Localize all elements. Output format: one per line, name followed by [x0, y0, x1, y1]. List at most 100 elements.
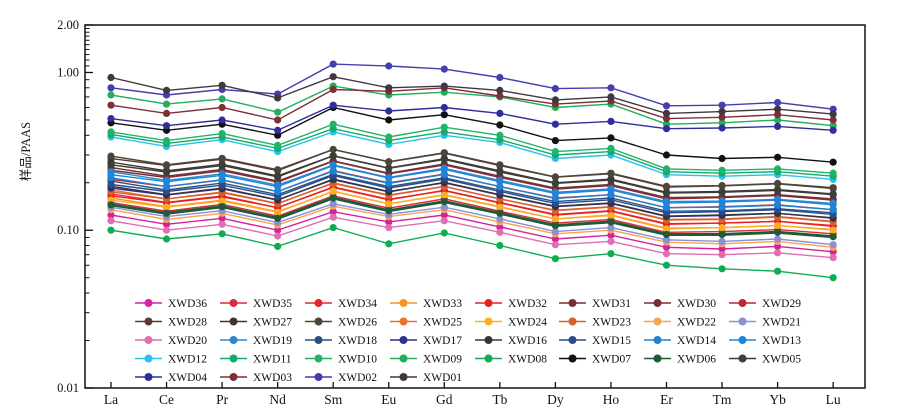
data-point: [162, 100, 171, 108]
data-point: [718, 237, 726, 245]
data-point: [774, 242, 782, 250]
data-point: [774, 98, 782, 107]
data-point: [829, 110, 837, 118]
data-point: [496, 178, 504, 186]
legend-label: XWD29: [762, 298, 801, 310]
data-point: [662, 109, 671, 117]
legend-label: XWD36: [168, 298, 207, 310]
legend-label: XWD18: [338, 335, 377, 347]
data-point: [218, 130, 226, 138]
legend-dot-swatch: [399, 336, 408, 344]
legend-label: XWD26: [338, 317, 377, 329]
legend-dot-swatch: [484, 299, 493, 307]
legend-item-XWD01: XWD01: [390, 372, 462, 384]
data-point: [274, 208, 282, 216]
series-line-XWD21: [110, 203, 834, 246]
x-tick-label: Sm: [324, 392, 343, 407]
legend-item-XWD07: XWD07: [559, 354, 631, 366]
series-line-XWD18: [110, 173, 834, 214]
data-point: [829, 191, 837, 199]
data-point: [274, 214, 282, 222]
data-point: [329, 152, 337, 160]
data-point: [607, 176, 615, 184]
data-point: [496, 168, 504, 176]
data-point: [385, 200, 393, 208]
legend-label: XWD03: [253, 372, 292, 384]
series-line-XWD31: [110, 160, 834, 200]
data-point: [551, 241, 560, 249]
legend-item-XWD02: XWD02: [305, 372, 377, 384]
legend-dot-swatch: [314, 317, 323, 326]
data-point: [551, 85, 560, 93]
data-point: [662, 230, 671, 239]
y-axis: 2.00 1.00 0.10 0.01 样品/PAAS: [18, 18, 93, 395]
data-point: [718, 203, 726, 211]
data-point: [718, 230, 726, 239]
data-point: [662, 250, 671, 258]
data-point: [607, 224, 615, 232]
legend-label: XWD08: [508, 354, 547, 366]
data-point: [329, 194, 337, 202]
series-XWD36: [107, 208, 837, 256]
data-point: [329, 162, 337, 170]
data-point: [718, 265, 726, 273]
data-point: [329, 145, 337, 154]
legend-dot-swatch: [653, 317, 662, 326]
data-point: [274, 173, 282, 181]
legend-dot-swatch: [568, 354, 577, 363]
data-point: [329, 85, 337, 94]
data-point: [385, 179, 393, 187]
data-point: [385, 207, 393, 215]
data-point: [218, 103, 226, 112]
legend-dot-swatch: [314, 299, 323, 307]
x-tick-label: La: [104, 392, 118, 407]
legend-label: XWD27: [253, 317, 292, 329]
x-axis: La Ce Pr Nd Sm Eu Gd Tb Dy Ho Er Tm Yb Lu: [104, 382, 841, 407]
data-point: [107, 128, 115, 136]
data-point: [662, 236, 671, 244]
data-point: [829, 158, 837, 166]
legend-dot-swatch: [399, 317, 408, 326]
data-point: [496, 223, 504, 231]
y-tick-label: 0.10: [57, 223, 79, 237]
data-point: [551, 96, 560, 104]
legend-item-XWD10: XWD10: [305, 354, 377, 366]
series-XWD24: [107, 187, 837, 234]
series-line-XWD04: [110, 104, 834, 132]
data-point: [329, 208, 337, 216]
data-point: [162, 122, 171, 130]
data-point: [440, 170, 448, 178]
legend-label: XWD07: [592, 354, 631, 366]
data-point: [385, 133, 393, 141]
legend-label: XWD24: [508, 317, 547, 329]
data-point: [107, 226, 115, 234]
legend-label: XWD21: [762, 317, 801, 329]
data-point: [218, 162, 226, 170]
data-point: [496, 131, 504, 139]
data-point: [274, 242, 282, 250]
data-point: [551, 228, 560, 236]
data-point: [718, 101, 726, 109]
data-point: [329, 73, 337, 81]
data-point: [385, 158, 393, 166]
data-point: [718, 124, 726, 132]
data-point: [607, 93, 615, 101]
data-point: [385, 107, 393, 115]
series-line-XWD16: [110, 178, 834, 219]
series-XWD08: [107, 224, 837, 282]
series-XWD05: [107, 152, 837, 199]
legend-dot-swatch: [229, 299, 238, 307]
series-line-XWD13: [110, 164, 834, 206]
data-point: [607, 250, 615, 258]
legend-item-XWD27: XWD27: [220, 317, 292, 329]
legend-item-XWD08: XWD08: [475, 354, 547, 366]
data-point: [607, 144, 615, 152]
data-point: [662, 125, 671, 133]
legend-dot-swatch: [144, 354, 153, 363]
data-point: [774, 179, 782, 187]
data-point: [107, 152, 115, 160]
data-point: [829, 201, 837, 209]
data-point: [107, 217, 115, 225]
y-tick-label: 2.00: [57, 18, 79, 32]
data-point: [607, 196, 615, 204]
